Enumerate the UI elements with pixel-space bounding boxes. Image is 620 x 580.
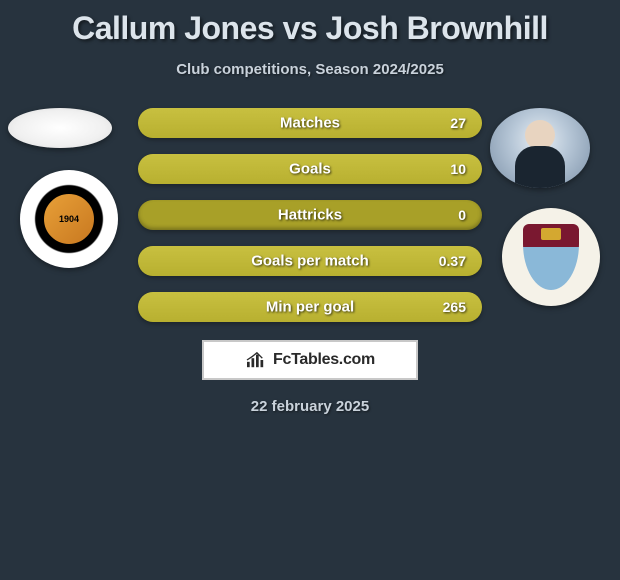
stat-value: 10 xyxy=(450,161,466,177)
stats-bars: Matches 27 Goals 10 Hattricks 0 Goals pe… xyxy=(138,108,482,322)
stat-label: Matches xyxy=(280,115,340,132)
stat-value: 27 xyxy=(450,115,466,131)
page-title: Callum Jones vs Josh Brownhill xyxy=(0,0,620,47)
logo-text: FcTables.com xyxy=(273,351,375,369)
comparison-content: 1904 Matches 27 Goals 10 Hattricks 0 Goa… xyxy=(0,108,620,415)
club-right-badge xyxy=(502,208,600,306)
stat-value: 265 xyxy=(443,299,466,315)
subtitle: Club competitions, Season 2024/2025 xyxy=(0,61,620,78)
player-right-avatar xyxy=(490,108,590,188)
club-right-shield-icon xyxy=(523,224,579,290)
stat-label: Goals per match xyxy=(251,253,369,270)
chart-icon xyxy=(245,351,267,369)
stat-bar-min-per-goal: Min per goal 265 xyxy=(138,292,482,322)
stat-bar-hattricks: Hattricks 0 xyxy=(138,200,482,230)
stat-bar-goals: Goals 10 xyxy=(138,154,482,184)
stat-label: Min per goal xyxy=(266,299,354,316)
stat-label: Hattricks xyxy=(278,207,342,224)
stat-label: Goals xyxy=(289,161,331,178)
stat-bar-goals-per-match: Goals per match 0.37 xyxy=(138,246,482,276)
stat-value: 0.37 xyxy=(439,253,466,269)
club-left-badge: 1904 xyxy=(20,170,118,268)
stat-value: 0 xyxy=(458,207,466,223)
date-label: 22 february 2025 xyxy=(0,398,620,415)
source-logo: FcTables.com xyxy=(202,340,418,380)
club-left-year: 1904 xyxy=(41,191,97,247)
player-left-avatar xyxy=(8,108,112,148)
stat-bar-matches: Matches 27 xyxy=(138,108,482,138)
